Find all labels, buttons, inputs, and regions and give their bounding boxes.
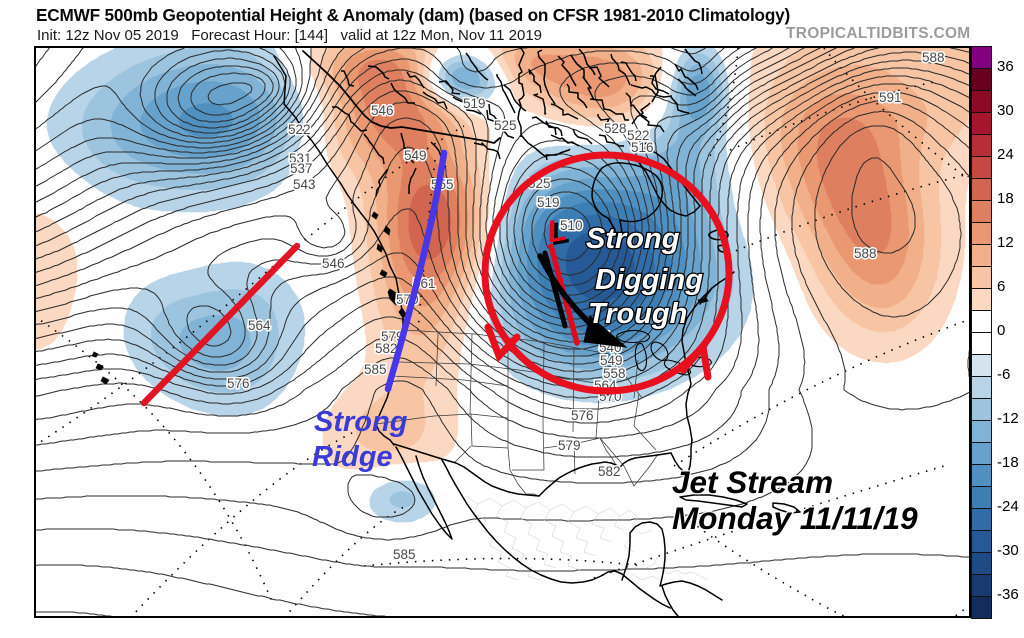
- svg-text:582: 582: [598, 464, 621, 479]
- svg-text:549: 549: [600, 353, 623, 368]
- svg-text:546: 546: [371, 103, 394, 118]
- svg-text:510: 510: [560, 218, 583, 233]
- svg-text:591: 591: [879, 90, 902, 105]
- svg-text:564: 564: [248, 318, 271, 333]
- svg-text:Strong: Strong: [586, 223, 680, 255]
- svg-text:549: 549: [404, 148, 427, 163]
- svg-text:588: 588: [922, 50, 945, 65]
- svg-text:Monday 11/11/19: Monday 11/11/19: [672, 500, 918, 536]
- svg-text:Strong: Strong: [314, 406, 408, 438]
- svg-text:519: 519: [537, 195, 560, 210]
- svg-text:516: 516: [631, 140, 654, 155]
- svg-text:585: 585: [364, 362, 387, 377]
- svg-text:Jet Stream: Jet Stream: [672, 464, 833, 500]
- svg-text:576: 576: [571, 408, 594, 423]
- svg-text:558: 558: [603, 366, 626, 381]
- svg-text:546: 546: [322, 256, 345, 271]
- svg-text:543: 543: [293, 177, 316, 192]
- svg-text:Digging: Digging: [595, 264, 703, 296]
- svg-text:522: 522: [288, 122, 311, 137]
- svg-text:582: 582: [375, 341, 398, 356]
- svg-text:519: 519: [463, 96, 486, 111]
- svg-text:576: 576: [227, 376, 250, 391]
- svg-text:537: 537: [290, 161, 313, 176]
- svg-text:525: 525: [494, 118, 517, 133]
- svg-text:Trough: Trough: [588, 298, 687, 330]
- svg-text:528: 528: [604, 121, 627, 136]
- svg-text:588: 588: [854, 246, 877, 261]
- svg-text:Ridge: Ridge: [312, 441, 393, 473]
- svg-text:531: 531: [289, 151, 312, 166]
- svg-text:579: 579: [558, 438, 581, 453]
- svg-text:585: 585: [393, 547, 416, 562]
- svg-text:522: 522: [627, 128, 650, 143]
